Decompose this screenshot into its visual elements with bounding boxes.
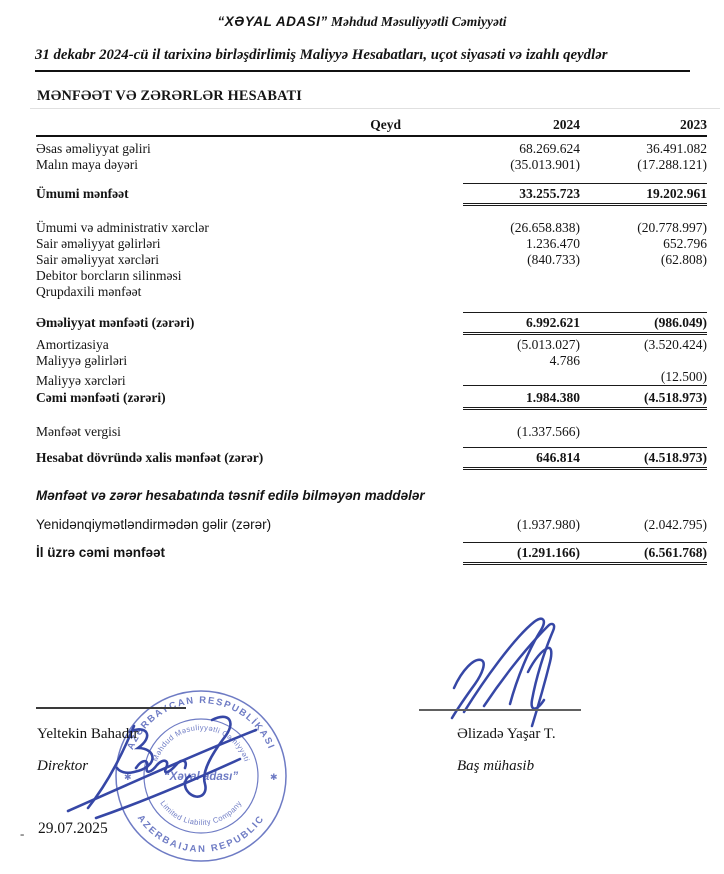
value-2023: (12.500) bbox=[660, 369, 707, 384]
table-row: Hesabat dövründə xalis mənfəət (zərər) 6… bbox=[36, 447, 707, 470]
row-label: Ümumi mənfəət bbox=[36, 186, 129, 201]
value-2023: (62.808) bbox=[660, 252, 707, 267]
value-2023: 19.202.961 bbox=[646, 186, 707, 201]
value-2023: (986.049) bbox=[654, 315, 707, 330]
row-label: Əməliyyat mənfəəti (zərəri) bbox=[36, 315, 195, 330]
row-label: Mənfəət vergisi bbox=[36, 424, 121, 439]
accountant-role: Baş mühasib bbox=[457, 758, 535, 774]
row-label: Yenidənqiymətləndirmədən gəlir (zərər) bbox=[36, 517, 272, 532]
table-row: Sair əməliyyat gəlirləri 1.236.470 652.79… bbox=[36, 236, 707, 252]
row-label: Ümumi və administrativ xərclər bbox=[36, 220, 209, 235]
table-row: Amortizasiya (5.013.027) (3.520.424) bbox=[36, 337, 707, 353]
row-label: Amortizasiya bbox=[36, 337, 109, 352]
value-2024: (5.013.027) bbox=[517, 337, 580, 352]
value-2024: (1.337.566) bbox=[517, 424, 580, 439]
page-title: MƏNFƏƏT VƏ ZƏRƏRLƏR HESABATI bbox=[37, 88, 303, 104]
value-2024: 4.786 bbox=[549, 353, 580, 368]
accountant-signature-line bbox=[419, 709, 581, 711]
row-label: Cəmi mənfəəti (zərəri) bbox=[36, 390, 166, 405]
row-label: Sair əməliyyat xərcləri bbox=[36, 252, 159, 267]
row-label: Maliyyə gəlirləri bbox=[36, 353, 128, 368]
value-2023: 652.796 bbox=[663, 236, 707, 251]
value-2024: 1.236.470 bbox=[526, 236, 580, 251]
report-date: 29.07.2025 bbox=[38, 820, 108, 837]
row-label: Debitor borcların silinməsi bbox=[36, 268, 182, 283]
value-2023: (6.561.768) bbox=[644, 545, 707, 560]
table-row: Debitor borcların silinməsi bbox=[36, 268, 707, 284]
row-label: Mənfəət və zərər hesabatında təsnif edil… bbox=[36, 488, 425, 503]
table-row: Qrupdaxili mənfəət bbox=[36, 284, 707, 300]
company-stamp: AZƏRBAYCAN RESPUBLİKASI AZERBAIJAN REPUB… bbox=[115, 690, 287, 862]
divider bbox=[30, 108, 720, 109]
row-label: Qrupdaxili mənfəət bbox=[36, 284, 142, 299]
value-2023: (4.518.973) bbox=[644, 390, 707, 405]
table-row: Malın maya dəyəri (35.013.901) (17.288.12… bbox=[36, 157, 707, 173]
value-2023: 36.491.082 bbox=[646, 141, 707, 156]
table-row: Yenidənqiymətləndirmədən gəlir (zərər) (… bbox=[36, 517, 707, 533]
value-2024: 68.269.624 bbox=[519, 141, 580, 156]
accountant-name: Əlizadə Yaşar T. bbox=[457, 726, 556, 742]
table-row: Cəmi mənfəəti (zərəri) 1.984.380 (4.518.9… bbox=[36, 389, 707, 410]
value-2024: (1.937.980) bbox=[517, 517, 580, 532]
row-label: Maliyyə xərcləri bbox=[36, 373, 126, 388]
row-label: Hesabat dövründə xalis mənfəət (zərər) bbox=[36, 450, 264, 465]
row-label: Əsas əməliyyat gəliri bbox=[36, 141, 151, 156]
accountant-signature bbox=[450, 617, 556, 728]
column-header-2023: 2023 bbox=[680, 117, 707, 132]
row-label: Sair əməliyyat gəlirləri bbox=[36, 236, 161, 251]
value-2024: 1.984.380 bbox=[526, 390, 580, 405]
director-name: Yeltekin Bahadır bbox=[37, 726, 139, 742]
report-subtitle: 31 dekabr 2024-cü il tarixinə birləşdirl… bbox=[35, 47, 690, 72]
company-name: “XƏYAL ADASI” bbox=[217, 14, 328, 29]
value-2023: (2.042.795) bbox=[644, 517, 707, 532]
value-2023: (3.520.424) bbox=[644, 337, 707, 352]
table-row: Ümumi və administrativ xərclər (26.658.8… bbox=[36, 220, 707, 236]
value-2024: (1.291.166) bbox=[517, 545, 580, 560]
table-row: İl üzrə cəmi mənfəət (1.291.166) (6.561.7… bbox=[36, 542, 707, 565]
director-signature-line bbox=[36, 707, 186, 709]
table-row: Maliyyə gəlirləri 4.786 bbox=[36, 353, 707, 369]
date-mark: - bbox=[20, 826, 25, 841]
table-row: Sair əməliyyat xərcləri (840.733) (62.808… bbox=[36, 252, 707, 268]
value-2023 bbox=[580, 424, 707, 440]
stamp-star-left: ✱ bbox=[124, 772, 132, 782]
column-header-note: Qeyd bbox=[370, 117, 401, 132]
table-section-header: Mənfəət və zərər hesabatında təsnif edil… bbox=[36, 488, 707, 504]
table-row: Ümumi mənfəət 33.255.723 19.202.961 bbox=[36, 183, 707, 206]
row-label: Malın maya dəyəri bbox=[36, 157, 138, 172]
director-role: Direktor bbox=[37, 758, 89, 774]
value-2023 bbox=[580, 353, 707, 369]
value-2023: (17.288.121) bbox=[637, 157, 707, 172]
table-header-row: Qeyd 2024 2023 bbox=[36, 117, 707, 137]
company-title: “XƏYAL ADASI” Məhdud Məsuliyyətli Cəmiyy… bbox=[0, 14, 724, 30]
table-row: Əsas əməliyyat gəliri 68.269.624 36.491.0… bbox=[36, 141, 707, 157]
value-2024: 6.992.621 bbox=[526, 315, 580, 330]
value-2024 bbox=[463, 369, 580, 385]
value-2024: (840.733) bbox=[527, 252, 580, 267]
value-2024: 33.255.723 bbox=[519, 186, 580, 201]
value-2024: (26.658.838) bbox=[510, 220, 580, 235]
column-header-2024: 2024 bbox=[553, 117, 580, 132]
value-2024: 646.814 bbox=[536, 450, 580, 465]
row-label: İl üzrə cəmi mənfəət bbox=[36, 545, 166, 560]
stamp-star-right: ✱ bbox=[270, 772, 278, 782]
value-2023: (4.518.973) bbox=[644, 450, 707, 465]
value-2024: (35.013.901) bbox=[510, 157, 580, 172]
profit-loss-table: Qeyd 2024 2023 Əsas əməliyyat gəliri 68.… bbox=[36, 117, 707, 565]
director-signature bbox=[66, 715, 258, 820]
value-2023: (20.778.997) bbox=[637, 220, 707, 235]
company-legal-form: Məhdud Məsuliyyətli Cəmiyyəti bbox=[327, 14, 507, 29]
table-row: Maliyyə xərcləri (12.500) bbox=[36, 369, 707, 389]
table-row: Mənfəət vergisi (1.337.566) bbox=[36, 424, 707, 440]
table-row: Əməliyyat mənfəəti (zərəri) 6.992.621 (98… bbox=[36, 312, 707, 335]
